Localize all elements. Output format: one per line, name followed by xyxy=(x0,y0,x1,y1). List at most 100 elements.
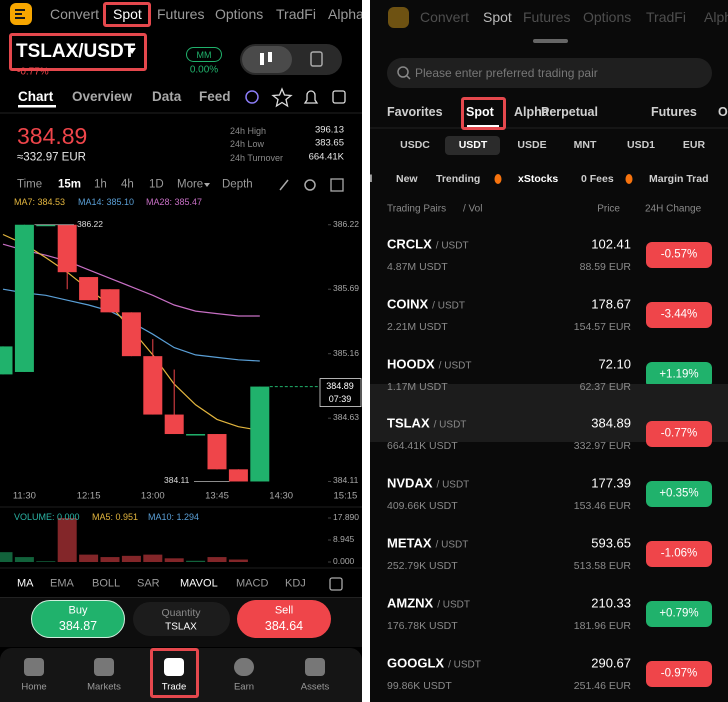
pair-change[interactable]: +1.19% xyxy=(659,367,699,380)
nav-icon[interactable] xyxy=(24,658,44,676)
column-header[interactable]: Price xyxy=(597,203,620,215)
pair-name[interactable]: HOODX / USDT xyxy=(387,356,472,372)
market-tab[interactable]: O xyxy=(718,104,728,119)
pair-name[interactable]: AMZNX / USDT xyxy=(387,595,470,611)
pair-name[interactable]: CRCLX / USDT xyxy=(387,236,469,253)
interval[interactable]: Time xyxy=(17,178,43,191)
category-filter[interactable]: All xyxy=(370,172,373,185)
share-icon[interactable] xyxy=(332,90,346,104)
pair-change[interactable]: -0.97% xyxy=(660,666,698,679)
pair-quote[interactable]: / USDT xyxy=(433,419,467,431)
chart-tab[interactable]: Data xyxy=(152,89,182,105)
change-pill[interactable] xyxy=(646,600,712,627)
column-header[interactable]: 24H Change xyxy=(645,203,702,215)
pair-quote[interactable]: / USDT xyxy=(437,599,470,611)
sell-price[interactable]: 384.64 xyxy=(264,618,304,633)
market-tab[interactable]: Favorites xyxy=(387,104,443,119)
quote-filter[interactable]: USD1 xyxy=(626,138,656,151)
pair-quote[interactable]: / USDT xyxy=(438,360,472,372)
pair-name[interactable]: METAX / USDT xyxy=(387,535,469,552)
column-header[interactable]: Trading Pairs xyxy=(387,203,447,215)
buy-button[interactable] xyxy=(31,600,125,638)
category-filter[interactable]: xStocks xyxy=(518,172,559,185)
pair-symbol[interactable]: COINX xyxy=(387,296,429,312)
nav-tab[interactable]: Options xyxy=(215,5,264,22)
ai-icon[interactable] xyxy=(245,90,259,104)
quote-filter[interactable]: EUR xyxy=(682,138,706,151)
chart-tab[interactable]: Feed xyxy=(199,89,231,105)
market-tab[interactable]: Spot xyxy=(466,104,494,119)
pair-change[interactable]: +0.35% xyxy=(659,487,699,500)
indicator-tab[interactable]: MAVOL xyxy=(180,577,218,590)
pair-selector[interactable]: TSLAX/USDT xyxy=(16,41,136,63)
favorite-icon[interactable] xyxy=(271,87,293,108)
quote-filter[interactable]: MNT xyxy=(573,138,597,151)
nav-icon[interactable] xyxy=(164,658,184,676)
indicator-tab[interactable]: SAR xyxy=(137,577,160,590)
change-pill[interactable] xyxy=(646,421,712,448)
sell-label[interactable]: Sell xyxy=(274,604,294,617)
change-pill[interactable] xyxy=(646,660,712,687)
category-filter[interactable]: 0 Fees xyxy=(581,172,614,185)
bottom-nav-item[interactable]: Earn xyxy=(233,681,255,693)
pair-name[interactable]: GOOGLX / USDT xyxy=(387,655,481,671)
nav-icon[interactable] xyxy=(234,658,254,676)
change-pill[interactable] xyxy=(646,361,712,388)
indicator-tab[interactable]: EMA xyxy=(50,577,74,590)
pair-quote[interactable]: / USDT xyxy=(432,300,465,312)
bottom-nav-item[interactable]: Home xyxy=(21,681,47,693)
draw-icon[interactable] xyxy=(279,179,289,191)
view-toggle-active[interactable] xyxy=(242,46,292,73)
pair-name[interactable]: NVDAX / USDT xyxy=(387,475,470,492)
market-tab[interactable]: Perpetual xyxy=(541,104,598,119)
pair-change[interactable]: -3.44% xyxy=(660,308,698,321)
search-box[interactable] xyxy=(387,58,712,88)
pair-name[interactable]: COINX / USDT xyxy=(387,296,465,312)
quote-chip[interactable] xyxy=(445,136,500,155)
nav-icon[interactable] xyxy=(94,658,114,676)
quote-filter[interactable]: USDE xyxy=(517,138,547,151)
quote-filter[interactable]: USDC xyxy=(400,138,430,151)
interval[interactable]: More xyxy=(177,178,204,191)
bottom-nav-item[interactable]: Assets xyxy=(300,681,330,693)
change-pill[interactable] xyxy=(646,481,712,508)
nav-tab[interactable]: Alpha xyxy=(328,5,362,22)
pair-quote[interactable]: / USDT xyxy=(435,240,469,252)
category-filter[interactable]: Margin Trad xyxy=(649,172,709,185)
chart-tab[interactable]: Chart xyxy=(18,89,54,105)
pair-change[interactable]: +0.79% xyxy=(659,607,699,620)
nav-tab[interactable]: TradFi xyxy=(276,5,316,22)
alert-icon[interactable] xyxy=(303,90,319,104)
buy-price[interactable]: 384.87 xyxy=(58,618,98,633)
pair-change[interactable]: -0.77% xyxy=(660,427,698,440)
nav-tab[interactable]: Convert xyxy=(50,5,100,22)
pair-change[interactable]: -1.06% xyxy=(660,547,698,560)
pair-quote[interactable]: / USDT xyxy=(448,659,481,671)
indicator-tab[interactable]: MACD xyxy=(236,577,269,590)
pair-quote[interactable]: / USDT xyxy=(435,539,469,551)
pair-change[interactable]: -0.57% xyxy=(660,248,698,261)
sheet-handle[interactable] xyxy=(533,39,568,43)
bottom-nav-item[interactable]: Markets xyxy=(87,681,121,693)
indicator-tab[interactable]: KDJ xyxy=(285,577,306,590)
quantity-field[interactable] xyxy=(133,602,230,636)
indicator-tab[interactable]: BOLL xyxy=(92,577,121,590)
pair-quote[interactable]: / USDT xyxy=(436,479,470,491)
market-tab[interactable]: Futures xyxy=(651,104,697,119)
change-pill[interactable] xyxy=(646,242,712,268)
bottom-nav-item[interactable]: Trade xyxy=(161,681,187,693)
category-filter[interactable]: New xyxy=(396,172,418,185)
pair-symbol[interactable]: METAX xyxy=(387,535,432,551)
interval[interactable]: 1h xyxy=(94,178,107,191)
nav-tab[interactable]: Spot xyxy=(113,5,142,22)
nav-tab[interactable]: Futures xyxy=(157,5,205,22)
pair-symbol[interactable]: CRCLX xyxy=(387,236,432,252)
pair-symbol[interactable]: NVDAX xyxy=(387,475,433,491)
column-header[interactable]: / Vol xyxy=(463,203,483,215)
quote-filter[interactable]: USDT xyxy=(458,138,488,151)
pair-symbol[interactable]: TSLAX xyxy=(387,415,430,431)
pair-symbol[interactable]: GOOGLX xyxy=(387,655,445,671)
change-pill[interactable] xyxy=(646,541,712,567)
settings-icon[interactable] xyxy=(304,179,316,191)
sell-button[interactable] xyxy=(237,600,331,638)
